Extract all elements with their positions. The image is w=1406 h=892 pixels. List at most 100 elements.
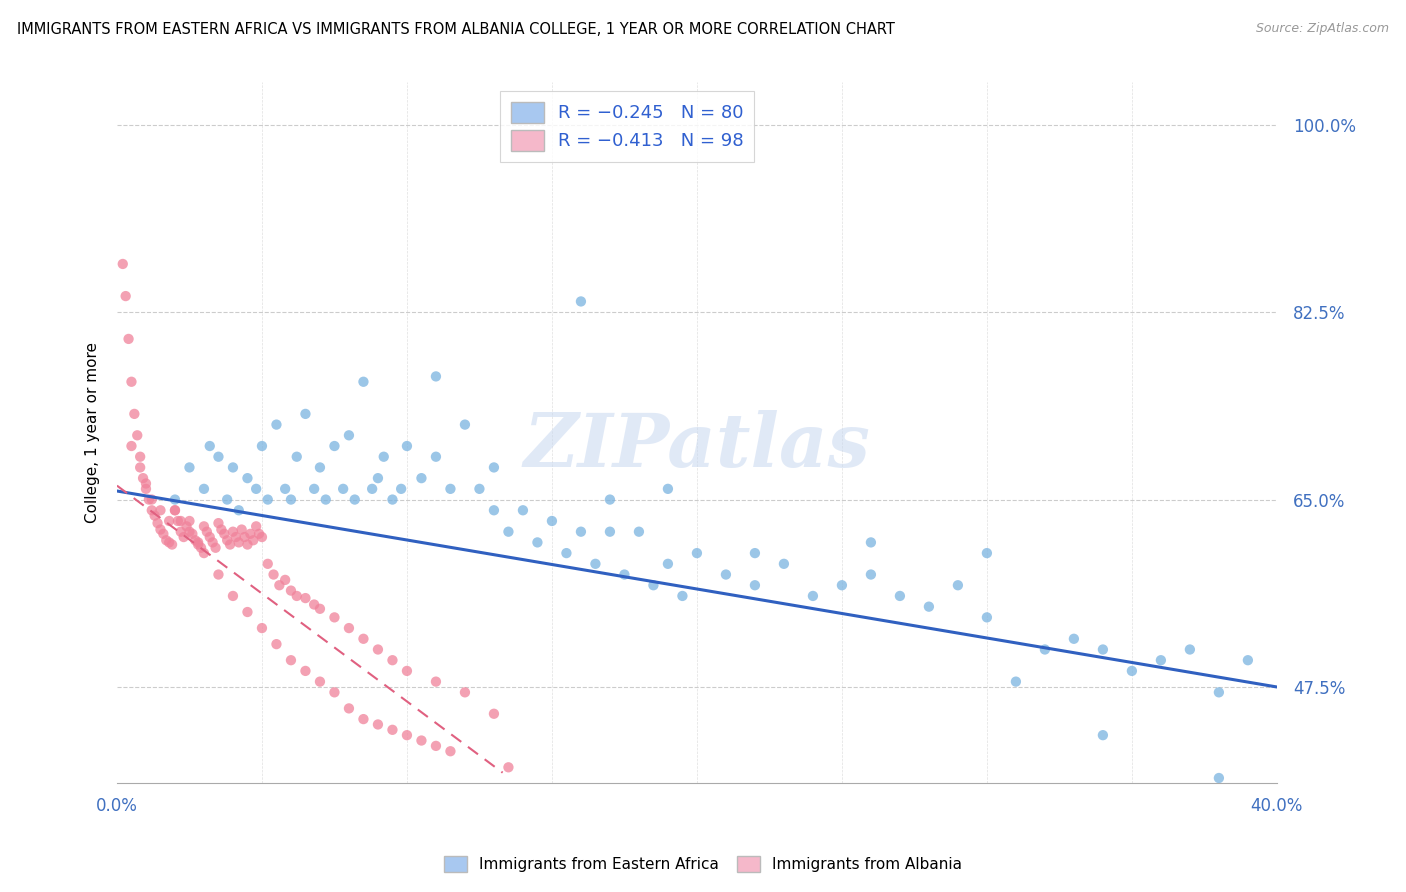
Point (163, 503, 186, 517)
Point (250, 621, 273, 635)
Point (170, 524, 193, 539)
Point (167, 514, 190, 528)
Point (209, 523, 232, 537)
Point (280, 653, 302, 667)
Point (831, 578, 853, 592)
Point (256, 492, 278, 507)
Point (146, 516, 169, 530)
Point (454, 417, 477, 432)
Point (294, 407, 316, 421)
Point (332, 482, 354, 496)
Point (141, 492, 163, 507)
Point (285, 450, 308, 464)
Point (918, 599, 941, 614)
Point (395, 664, 418, 678)
Point (141, 503, 163, 517)
Point (482, 706, 505, 721)
Point (187, 537, 209, 551)
Text: IMMIGRANTS FROM EASTERN AFRICA VS IMMIGRANTS FROM ALBANIA COLLEGE, 1 YEAR OR MOR: IMMIGRANTS FROM EASTERN AFRICA VS IMMIGR… (17, 22, 894, 37)
Point (135, 482, 157, 496)
Point (361, 482, 384, 496)
Point (132, 471, 155, 485)
Point (569, 294, 592, 309)
Point (179, 460, 201, 475)
Point (976, 546, 998, 560)
Point (155, 533, 177, 548)
Point (217, 492, 239, 507)
Point (280, 492, 302, 507)
Point (152, 526, 174, 541)
Point (117, 332, 139, 346)
Point (337, 428, 360, 442)
Point (1121, 664, 1143, 678)
Point (129, 460, 152, 475)
Point (201, 535, 224, 549)
Point (801, 589, 824, 603)
Point (250, 439, 273, 453)
Point (315, 492, 337, 507)
Point (121, 439, 143, 453)
Point (482, 503, 505, 517)
Point (337, 621, 360, 635)
Point (599, 524, 621, 539)
Point (176, 519, 198, 533)
Point (889, 589, 911, 603)
Point (1005, 674, 1028, 689)
Point (143, 508, 166, 523)
Point (657, 482, 679, 496)
Point (373, 450, 395, 464)
Point (236, 537, 259, 551)
Point (627, 524, 650, 539)
Point (225, 530, 247, 544)
Point (121, 375, 143, 389)
Point (512, 503, 534, 517)
Point (195, 524, 218, 539)
Point (1178, 642, 1201, 657)
Point (181, 526, 204, 541)
Point (859, 567, 882, 582)
Point (583, 557, 606, 571)
Point (657, 557, 679, 571)
Point (236, 605, 259, 619)
Legend: R = −0.245   N = 80, R = −0.413   N = 98: R = −0.245 N = 80, R = −0.413 N = 98 (501, 91, 755, 161)
Legend: Immigrants from Eastern Africa, Immigrants from Albania: Immigrants from Eastern Africa, Immigran… (436, 848, 970, 880)
Point (274, 482, 297, 496)
Point (269, 578, 291, 592)
Point (1033, 642, 1056, 657)
Point (111, 257, 134, 271)
Point (482, 460, 505, 475)
Point (222, 524, 245, 539)
Point (179, 514, 201, 528)
Point (613, 567, 636, 582)
Point (343, 492, 366, 507)
Point (323, 439, 346, 453)
Point (498, 760, 520, 774)
Point (193, 482, 215, 496)
Point (714, 567, 737, 582)
Point (217, 533, 239, 548)
Point (242, 533, 264, 548)
Point (250, 530, 273, 544)
Point (294, 591, 316, 606)
Point (337, 701, 360, 715)
Point (468, 482, 491, 496)
Point (411, 471, 433, 485)
Point (187, 535, 209, 549)
Point (204, 541, 226, 555)
Point (976, 610, 998, 624)
Point (207, 567, 229, 582)
Point (149, 503, 172, 517)
Point (149, 523, 172, 537)
Point (239, 526, 262, 541)
Point (352, 632, 374, 646)
Point (395, 728, 418, 742)
Point (193, 519, 215, 533)
Point (367, 642, 389, 657)
Point (411, 733, 433, 747)
Point (163, 492, 186, 507)
Y-axis label: College, 1 year or more: College, 1 year or more (86, 343, 100, 523)
Point (285, 589, 308, 603)
Point (222, 460, 245, 475)
Point (859, 535, 882, 549)
Point (599, 492, 621, 507)
